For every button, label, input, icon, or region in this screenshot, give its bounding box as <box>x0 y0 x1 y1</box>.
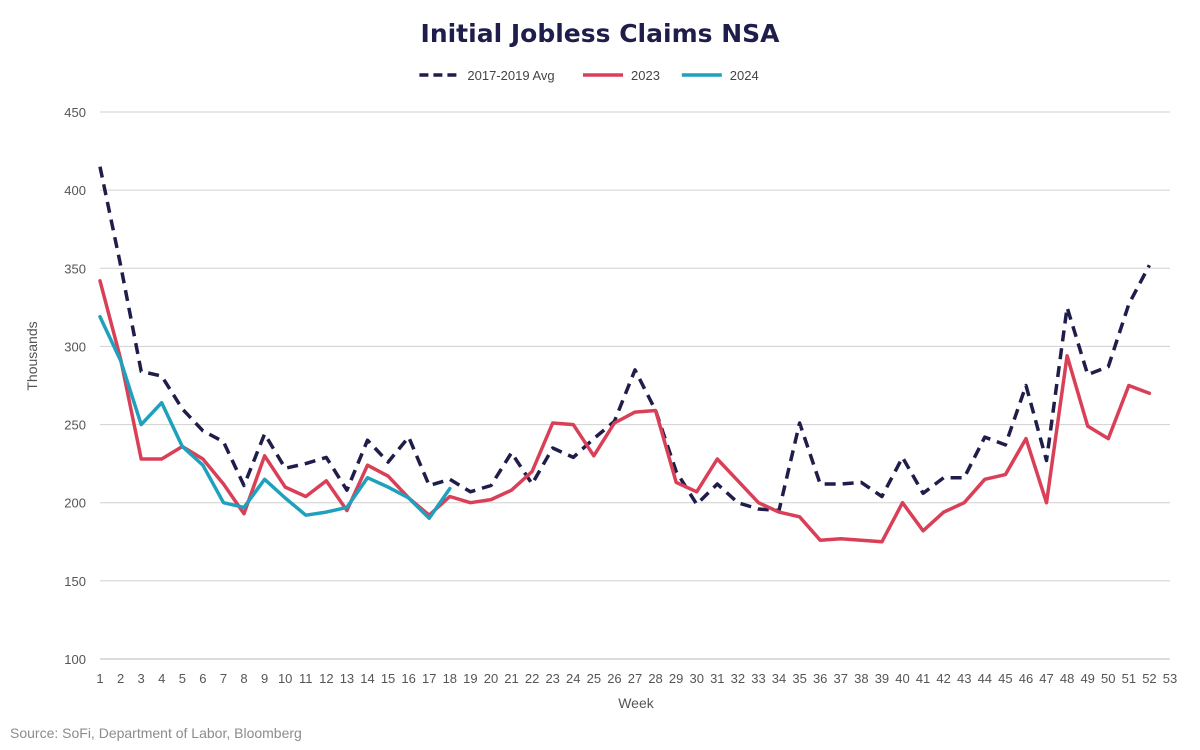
x-tick-24: 24 <box>566 671 580 686</box>
x-tick-37: 37 <box>834 671 848 686</box>
x-tick-17: 17 <box>422 671 436 686</box>
x-tick-12: 12 <box>319 671 333 686</box>
x-tick-9: 9 <box>261 671 268 686</box>
x-tick-48: 48 <box>1060 671 1074 686</box>
x-tick-3: 3 <box>138 671 145 686</box>
y-tick-400: 400 <box>64 183 86 198</box>
legend-label-1: 2017-2019 Avg <box>467 68 554 83</box>
x-tick-28: 28 <box>648 671 662 686</box>
x-tick-53: 53 <box>1163 671 1177 686</box>
x-tick-51: 51 <box>1122 671 1136 686</box>
x-tick-42: 42 <box>936 671 950 686</box>
x-tick-23: 23 <box>545 671 559 686</box>
x-tick-22: 22 <box>525 671 539 686</box>
chart-title: Initial Jobless Claims NSA <box>421 19 781 48</box>
x-tick-1: 1 <box>96 671 103 686</box>
series-line-3 <box>98 314 452 521</box>
source-note: Source: SoFi, Department of Labor, Bloom… <box>10 725 302 741</box>
x-tick-35: 35 <box>792 671 806 686</box>
series-lines <box>98 166 1152 544</box>
x-tick-20: 20 <box>484 671 498 686</box>
x-tick-19: 19 <box>463 671 477 686</box>
x-tick-27: 27 <box>628 671 642 686</box>
y-tick-450: 450 <box>64 105 86 120</box>
y-tick-200: 200 <box>64 496 86 511</box>
x-tick-4: 4 <box>158 671 165 686</box>
x-tick-38: 38 <box>854 671 868 686</box>
x-tick-31: 31 <box>710 671 724 686</box>
x-tick-13: 13 <box>340 671 354 686</box>
y-tick-250: 250 <box>64 418 86 433</box>
series-line-2 <box>98 279 1152 544</box>
legend: 2017-2019 Avg 2023 2024 <box>419 68 759 83</box>
x-tick-45: 45 <box>998 671 1012 686</box>
x-tick-21: 21 <box>504 671 518 686</box>
legend-label-3: 2024 <box>730 68 759 83</box>
x-tick-25: 25 <box>587 671 601 686</box>
x-tick-47: 47 <box>1039 671 1053 686</box>
x-tick-6: 6 <box>199 671 206 686</box>
x-tick-40: 40 <box>895 671 909 686</box>
y-tick-150: 150 <box>64 574 86 589</box>
x-tick-29: 29 <box>669 671 683 686</box>
y-tick-300: 300 <box>64 339 86 354</box>
x-tick-41: 41 <box>916 671 930 686</box>
x-tick-34: 34 <box>772 671 786 686</box>
series-line-1 <box>98 166 1151 513</box>
x-tick-26: 26 <box>607 671 621 686</box>
x-tick-7: 7 <box>220 671 227 686</box>
x-tick-44: 44 <box>978 671 992 686</box>
x-tick-30: 30 <box>689 671 703 686</box>
x-tick-2: 2 <box>117 671 124 686</box>
x-tick-18: 18 <box>443 671 457 686</box>
y-tick-350: 350 <box>64 261 86 276</box>
y-tick-100: 100 <box>64 652 86 667</box>
x-tick-5: 5 <box>179 671 186 686</box>
x-tick-39: 39 <box>875 671 889 686</box>
x-tick-33: 33 <box>751 671 765 686</box>
x-tick-16: 16 <box>401 671 415 686</box>
x-tick-11: 11 <box>299 671 313 686</box>
x-tick-36: 36 <box>813 671 827 686</box>
x-tick-49: 49 <box>1080 671 1094 686</box>
y-axis-label: Thousands <box>24 321 40 390</box>
gridlines <box>100 111 1170 582</box>
x-tick-32: 32 <box>731 671 745 686</box>
x-tick-46: 46 <box>1019 671 1033 686</box>
x-tick-52: 52 <box>1142 671 1156 686</box>
x-tick-10: 10 <box>278 671 292 686</box>
x-tick-14: 14 <box>360 671 374 686</box>
x-tick-15: 15 <box>381 671 395 686</box>
x-tick-50: 50 <box>1101 671 1115 686</box>
x-tick-43: 43 <box>957 671 971 686</box>
y-tick-labels: 100 150 200 250 300 350 400 450 <box>64 105 86 667</box>
x-tick-labels: 1 2 3 4 5 6 7 8 9 10 11 12 13 14 15 16 17 18 19 20 21 22 23 24 2… <box>96 671 1177 686</box>
x-tick-8: 8 <box>240 671 247 686</box>
legend-label-2: 2023 <box>631 68 660 83</box>
x-axis-label: Week <box>618 695 655 711</box>
